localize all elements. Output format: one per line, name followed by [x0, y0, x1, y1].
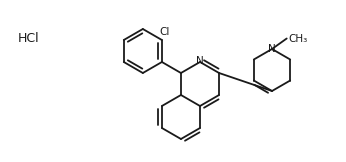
- Text: N: N: [196, 56, 204, 66]
- Text: Cl: Cl: [160, 27, 170, 37]
- Text: HCl: HCl: [18, 31, 40, 45]
- Text: CH₃: CH₃: [289, 34, 308, 44]
- Text: N: N: [268, 44, 276, 54]
